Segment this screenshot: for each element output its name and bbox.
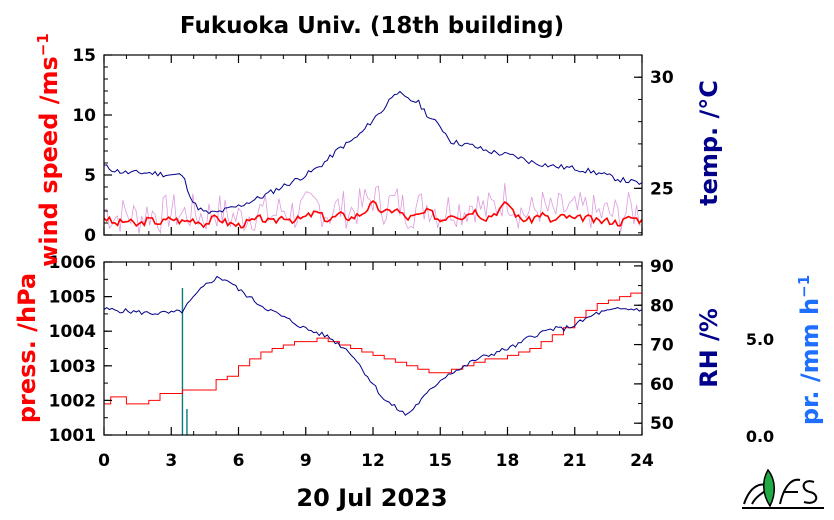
y-tick-label: 50 <box>650 414 674 434</box>
pressure-axis-label: press. /hPa <box>13 273 41 423</box>
top-panel: 0 5 10 15 25 30 <box>72 46 674 246</box>
bottom-panel: 0 3 6 9 12 15 18 21 24 1001 1002 1003 1004 1005 1006 50… <box>49 253 674 471</box>
y-tick-label: 10 <box>72 106 96 126</box>
y-tick-label: 25 <box>650 179 674 199</box>
y-tick-label: 5 <box>84 166 96 186</box>
chart-title: Fukuoka Univ. (18th building) <box>180 13 564 39</box>
rh-axis-label: RH /% <box>695 308 723 388</box>
temp-axis-label: temp. /°C <box>695 80 723 206</box>
x-tick-label: 9 <box>300 451 312 471</box>
rh-series <box>103 275 643 416</box>
wind-axis-label: wind speed /ms−1 <box>34 33 63 267</box>
wind-raw-series <box>103 183 643 235</box>
pressure-series <box>104 289 643 405</box>
y-tick-label: 60 <box>650 375 674 395</box>
y-tick-label: 1006 <box>49 253 96 273</box>
x-tick-label: 18 <box>496 451 520 471</box>
x-tick-label: 15 <box>428 451 452 471</box>
x-tick-label: 21 <box>563 451 587 471</box>
precip-tick-label: 0.0 <box>746 427 774 446</box>
tree-logo-icon <box>742 468 824 509</box>
y-tick-label: 90 <box>650 257 674 277</box>
bottom-plot-frame <box>103 261 643 436</box>
x-tick-label: 24 <box>630 451 654 471</box>
y-tick-label: 1005 <box>49 288 96 308</box>
x-tick-label: 6 <box>233 451 245 471</box>
y-tick-label: 30 <box>650 68 674 88</box>
y-tick-label: 1003 <box>49 357 96 377</box>
x-tick-label: 3 <box>165 451 177 471</box>
temperature-series <box>103 90 643 215</box>
y-tick-label: 80 <box>650 296 674 316</box>
precip-axis-label: pr. /mm h−1 <box>795 275 824 425</box>
precip-tick-label: 5.0 <box>746 330 774 349</box>
y-tick-label: 0 <box>84 226 96 246</box>
y-tick-label: 15 <box>72 46 96 66</box>
x-tick-label: 0 <box>98 451 110 471</box>
y-tick-label: 1001 <box>49 426 96 446</box>
y-tick-label: 1004 <box>49 322 96 342</box>
x-tick-label: 12 <box>361 451 385 471</box>
wind-speed-series <box>103 199 643 229</box>
y-tick-label: 70 <box>650 336 674 356</box>
date-label: 20 Jul 2023 <box>296 484 447 512</box>
y-tick-label: 1002 <box>49 391 96 411</box>
